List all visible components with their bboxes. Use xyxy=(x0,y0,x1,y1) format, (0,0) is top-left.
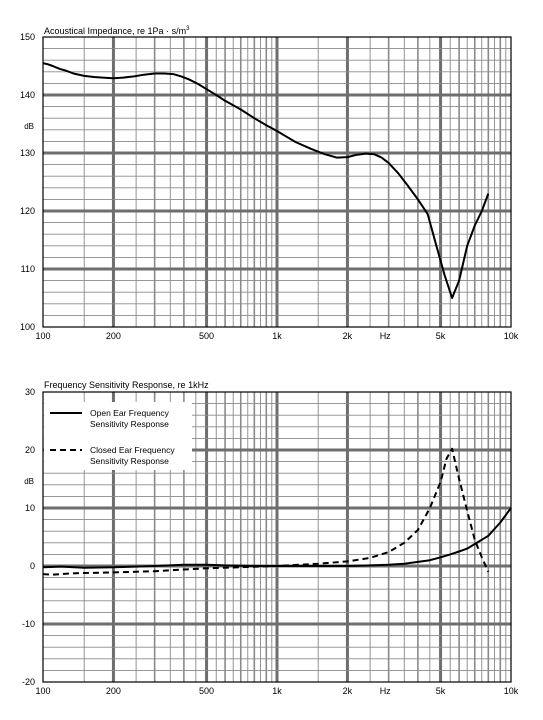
impedance-chart-axes: 100 200 500 1k 2k 5k 10k Hz 100 110 120 130 140 150 dB xyxy=(20,32,519,341)
sensitivity-chart-legend-label-1: Sensitivity Response xyxy=(90,419,169,429)
impedance-chart-x-axis-label: Hz xyxy=(380,331,391,341)
sensitivity-chart-x-tick-label: 2k xyxy=(343,686,353,696)
sensitivity-chart-y-tick-label: 20 xyxy=(25,445,35,455)
sensitivity-chart-x-tick-label: 10k xyxy=(504,686,519,696)
sensitivity-chart: Frequency Sensitivity Response, re 1kHz … xyxy=(22,380,519,696)
impedance-chart-plot-area xyxy=(42,62,490,299)
sensitivity-chart-x-axis-label: Hz xyxy=(380,686,391,696)
sensitivity-chart-plot-area xyxy=(42,447,512,576)
sensitivity-chart-title: Frequency Sensitivity Response, re 1kHz xyxy=(44,380,209,390)
sensitivity-chart-frame xyxy=(42,391,512,683)
sensitivity-chart-x-tick-label: 100 xyxy=(35,686,50,696)
impedance-chart-y-tick-label: 110 xyxy=(21,264,35,274)
impedance-chart: Acoustical Impedance, re 1Pa · s/m3 100 2… xyxy=(20,26,519,341)
sensitivity-chart-x-tick-label: 200 xyxy=(106,686,121,696)
impedance-chart-x-tick-label: 200 xyxy=(106,331,121,341)
sensitivity-chart-y-tick-label: 0 xyxy=(30,561,35,571)
sensitivity-chart-series-line-2 xyxy=(42,447,490,576)
sensitivity-chart-y-tick-label: -10 xyxy=(22,619,35,629)
impedance-chart-y-tick-label: 100 xyxy=(20,322,35,332)
sensitivity-chart-y-tick-label: 10 xyxy=(25,503,35,513)
sensitivity-chart-y-tick-label: -20 xyxy=(22,677,35,687)
sensitivity-chart-x-tick-label: 1k xyxy=(272,686,282,696)
impedance-chart-grid xyxy=(43,37,511,327)
sensitivity-chart-x-tick-label: 500 xyxy=(199,686,214,696)
sensitivity-chart-legend-label-2: Sensitivity Response xyxy=(90,456,169,466)
sensitivity-chart-y-tick-label: 30 xyxy=(25,387,35,397)
impedance-chart-x-tick-label: 5k xyxy=(436,331,446,341)
impedance-chart-series-line-1 xyxy=(42,62,490,299)
impedance-chart-y-tick-label: 150 xyxy=(20,32,35,42)
sensitivity-chart-legend-label-1: Open Ear Frequency xyxy=(90,408,170,418)
impedance-chart-y-tick-label: 120 xyxy=(20,206,35,216)
impedance-chart-x-tick-label: 1k xyxy=(272,331,282,341)
impedance-chart-x-tick-label: 10k xyxy=(504,331,519,341)
impedance-chart-title: Acoustical Impedance, re 1Pa · s/m3 xyxy=(44,26,190,36)
impedance-chart-x-tick-label: 500 xyxy=(199,331,214,341)
impedance-chart-title-text: Acoustical Impedance, re 1Pa · s/m xyxy=(44,26,186,36)
sensitivity-chart-y-axis-label: dB xyxy=(24,477,34,486)
sensitivity-chart-legend-label-2: Closed Ear Frequency xyxy=(90,445,175,455)
impedance-chart-title-superscript: 3 xyxy=(186,26,190,32)
impedance-chart-y-axis-label: dB xyxy=(24,122,34,131)
sensitivity-chart-series-line-1 xyxy=(42,507,512,569)
impedance-chart-y-tick-label: 130 xyxy=(20,148,35,158)
sensitivity-chart-axes: 100 200 500 1k 2k 5k 10k Hz -20 -10 0 10 20 30 dB xyxy=(22,387,519,696)
impedance-chart-y-tick-label: 140 xyxy=(20,90,35,100)
impedance-chart-x-tick-label: 2k xyxy=(343,331,353,341)
sensitivity-chart-x-tick-label: 5k xyxy=(436,686,446,696)
impedance-chart-x-tick-label: 100 xyxy=(35,331,50,341)
impedance-chart-frame xyxy=(42,36,512,328)
